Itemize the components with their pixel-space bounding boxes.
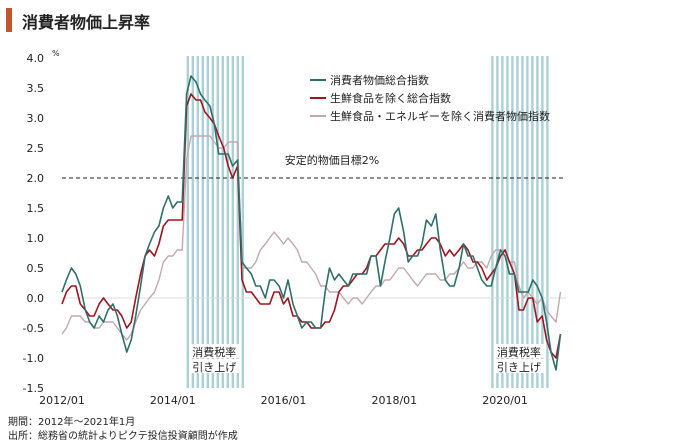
shade-stripe xyxy=(216,56,219,388)
shade-stripe xyxy=(226,56,229,388)
shade-label-line: 引き上げ xyxy=(192,360,236,374)
y-tick-label: 3.5 xyxy=(27,82,45,95)
shade-stripe xyxy=(241,56,244,388)
shade-label-line: 消費税率 xyxy=(192,345,236,359)
shade-label-line: 消費税率 xyxy=(497,345,541,359)
shade-stripe xyxy=(526,56,529,388)
reference-line-label: 安定的物価目標2% xyxy=(285,153,379,167)
shade-stripe xyxy=(491,56,494,388)
y-tick-label: 0.0 xyxy=(27,292,45,305)
shade-stripe xyxy=(206,56,209,388)
shade-stripe xyxy=(506,56,509,388)
shade-stripe xyxy=(496,56,499,388)
x-tick-label: 2012/01 xyxy=(39,394,85,407)
y-tick-label: 0.5 xyxy=(27,262,45,275)
shade-stripe xyxy=(221,56,224,388)
footnote-source: 出所：総務省の統計よりピクテ投信投資顧問が作成 xyxy=(8,431,238,442)
y-axis-unit: % xyxy=(52,49,60,58)
series-line-1 xyxy=(61,75,562,371)
shade-label-bg xyxy=(493,359,544,373)
y-tick-label: 1.0 xyxy=(27,232,45,245)
shade-stripe xyxy=(501,56,504,388)
shade-label-bg xyxy=(189,359,240,373)
x-tick-label: 2016/01 xyxy=(261,394,307,407)
shade-stripe xyxy=(541,56,544,388)
shade-stripe xyxy=(211,56,214,388)
y-tick-label: -1.0 xyxy=(23,352,44,365)
x-tick-label: 2014/01 xyxy=(150,394,196,407)
shade-stripe xyxy=(516,56,519,388)
shade-stripe xyxy=(201,56,204,388)
legend-label: 生鮮食品を除く総合指数 xyxy=(330,91,451,105)
y-tick-label: 4.0 xyxy=(27,52,45,65)
reference-line-group: 安定的物価目標2% xyxy=(62,153,566,179)
shade-stripe xyxy=(186,56,189,388)
chart-axes: 4.0 3.5 3.0 2.5 2.0 1.5 1.0 0.5 0.0 -0.5 -1.0 -1.5%… xyxy=(23,49,566,407)
y-tick-label: 3.0 xyxy=(27,112,45,125)
legend-label: 消費者物価総合指数 xyxy=(330,73,429,87)
y-tick-label: 2.5 xyxy=(27,142,45,155)
y-tick-label: 2.0 xyxy=(27,172,45,185)
title-accent-bar xyxy=(6,8,12,32)
shade-stripe xyxy=(231,56,234,388)
page-title: 消費者物価上昇率 xyxy=(22,13,151,32)
shade-stripe xyxy=(546,56,549,388)
shade-stripe xyxy=(236,56,239,388)
y-tick-label: 1.5 xyxy=(27,202,45,215)
shade-stripe xyxy=(536,56,539,388)
shade-label-bg xyxy=(493,344,544,358)
shade-stripe xyxy=(196,56,199,388)
shade-stripe xyxy=(191,56,194,388)
shade-label-line: 引き上げ xyxy=(497,360,541,374)
y-tick-label: -1.5 xyxy=(23,382,44,395)
x-tick-label: 2018/01 xyxy=(371,394,417,407)
legend-label: 生鮮食品・エネルギーを除く消費者物価指数 xyxy=(330,109,550,123)
shade-label-bg xyxy=(189,344,240,358)
series-lines xyxy=(61,75,562,371)
y-tick-label: -0.5 xyxy=(23,322,44,335)
footnote-period: 期間：2012年～2021年1月 xyxy=(8,417,136,428)
x-tick-label: 2020/01 xyxy=(482,394,528,407)
shade-stripe xyxy=(521,56,524,388)
shade-stripe xyxy=(511,56,514,388)
shade-stripe xyxy=(531,56,534,388)
